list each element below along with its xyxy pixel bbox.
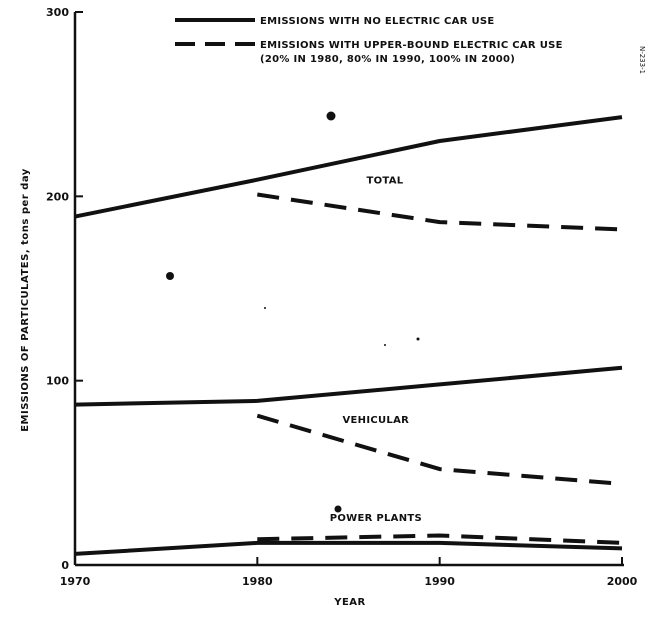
x-tick-label: 1990 [424,575,455,588]
series-line-vehicular-solid [74,365,623,407]
series-line-power-plants-solid [74,540,623,556]
series-line-power-plants-dashed [257,533,623,545]
series-line-total-dashed [257,192,623,232]
scan-artifacts [166,111,420,513]
speck [416,337,420,341]
legend-dashed-label: EMISSIONS WITH UPPER-BOUND ELECTRIC CAR … [260,40,563,51]
speck [326,111,336,121]
annotation-total: TOTAL [366,175,403,186]
side-code: N-233-1 [638,46,646,74]
y-tick-label: 100 [46,375,69,388]
legend: EMISSIONS WITH NO ELECTRIC CAR USE EMISS… [175,16,563,65]
legend-dashed-label-2: (20% IN 1980, 80% IN 1990, 100% IN 2000) [260,54,515,65]
x-tick-label: 1980 [242,575,273,588]
x-tick-label: 2000 [607,575,638,588]
speck [334,505,342,513]
speck [384,344,386,346]
ticks: 1970 1980 1990 2000 0 100 200 300 [46,6,638,588]
y-tick-label: 0 [61,559,69,572]
y-axis-title: EMISSIONS OF PARTICULATES, tons per day [20,168,31,432]
x-axis-title: YEAR [333,597,366,608]
series-lines [74,115,623,556]
legend-solid-label: EMISSIONS WITH NO ELECTRIC CAR USE [260,16,495,27]
annotation-vehicular: VEHICULAR [343,415,410,426]
series-line-vehicular-dashed [256,413,623,486]
annotation-power-plants: POWER PLANTS [330,513,422,524]
y-tick-label: 200 [46,190,69,203]
speck [264,307,266,309]
annotations: TOTAL VEHICULAR POWER PLANTS [330,175,422,523]
y-tick-label: 300 [46,6,69,19]
speck [166,272,174,280]
x-tick-label: 1970 [60,575,91,588]
series-line-total-solid [74,115,623,219]
